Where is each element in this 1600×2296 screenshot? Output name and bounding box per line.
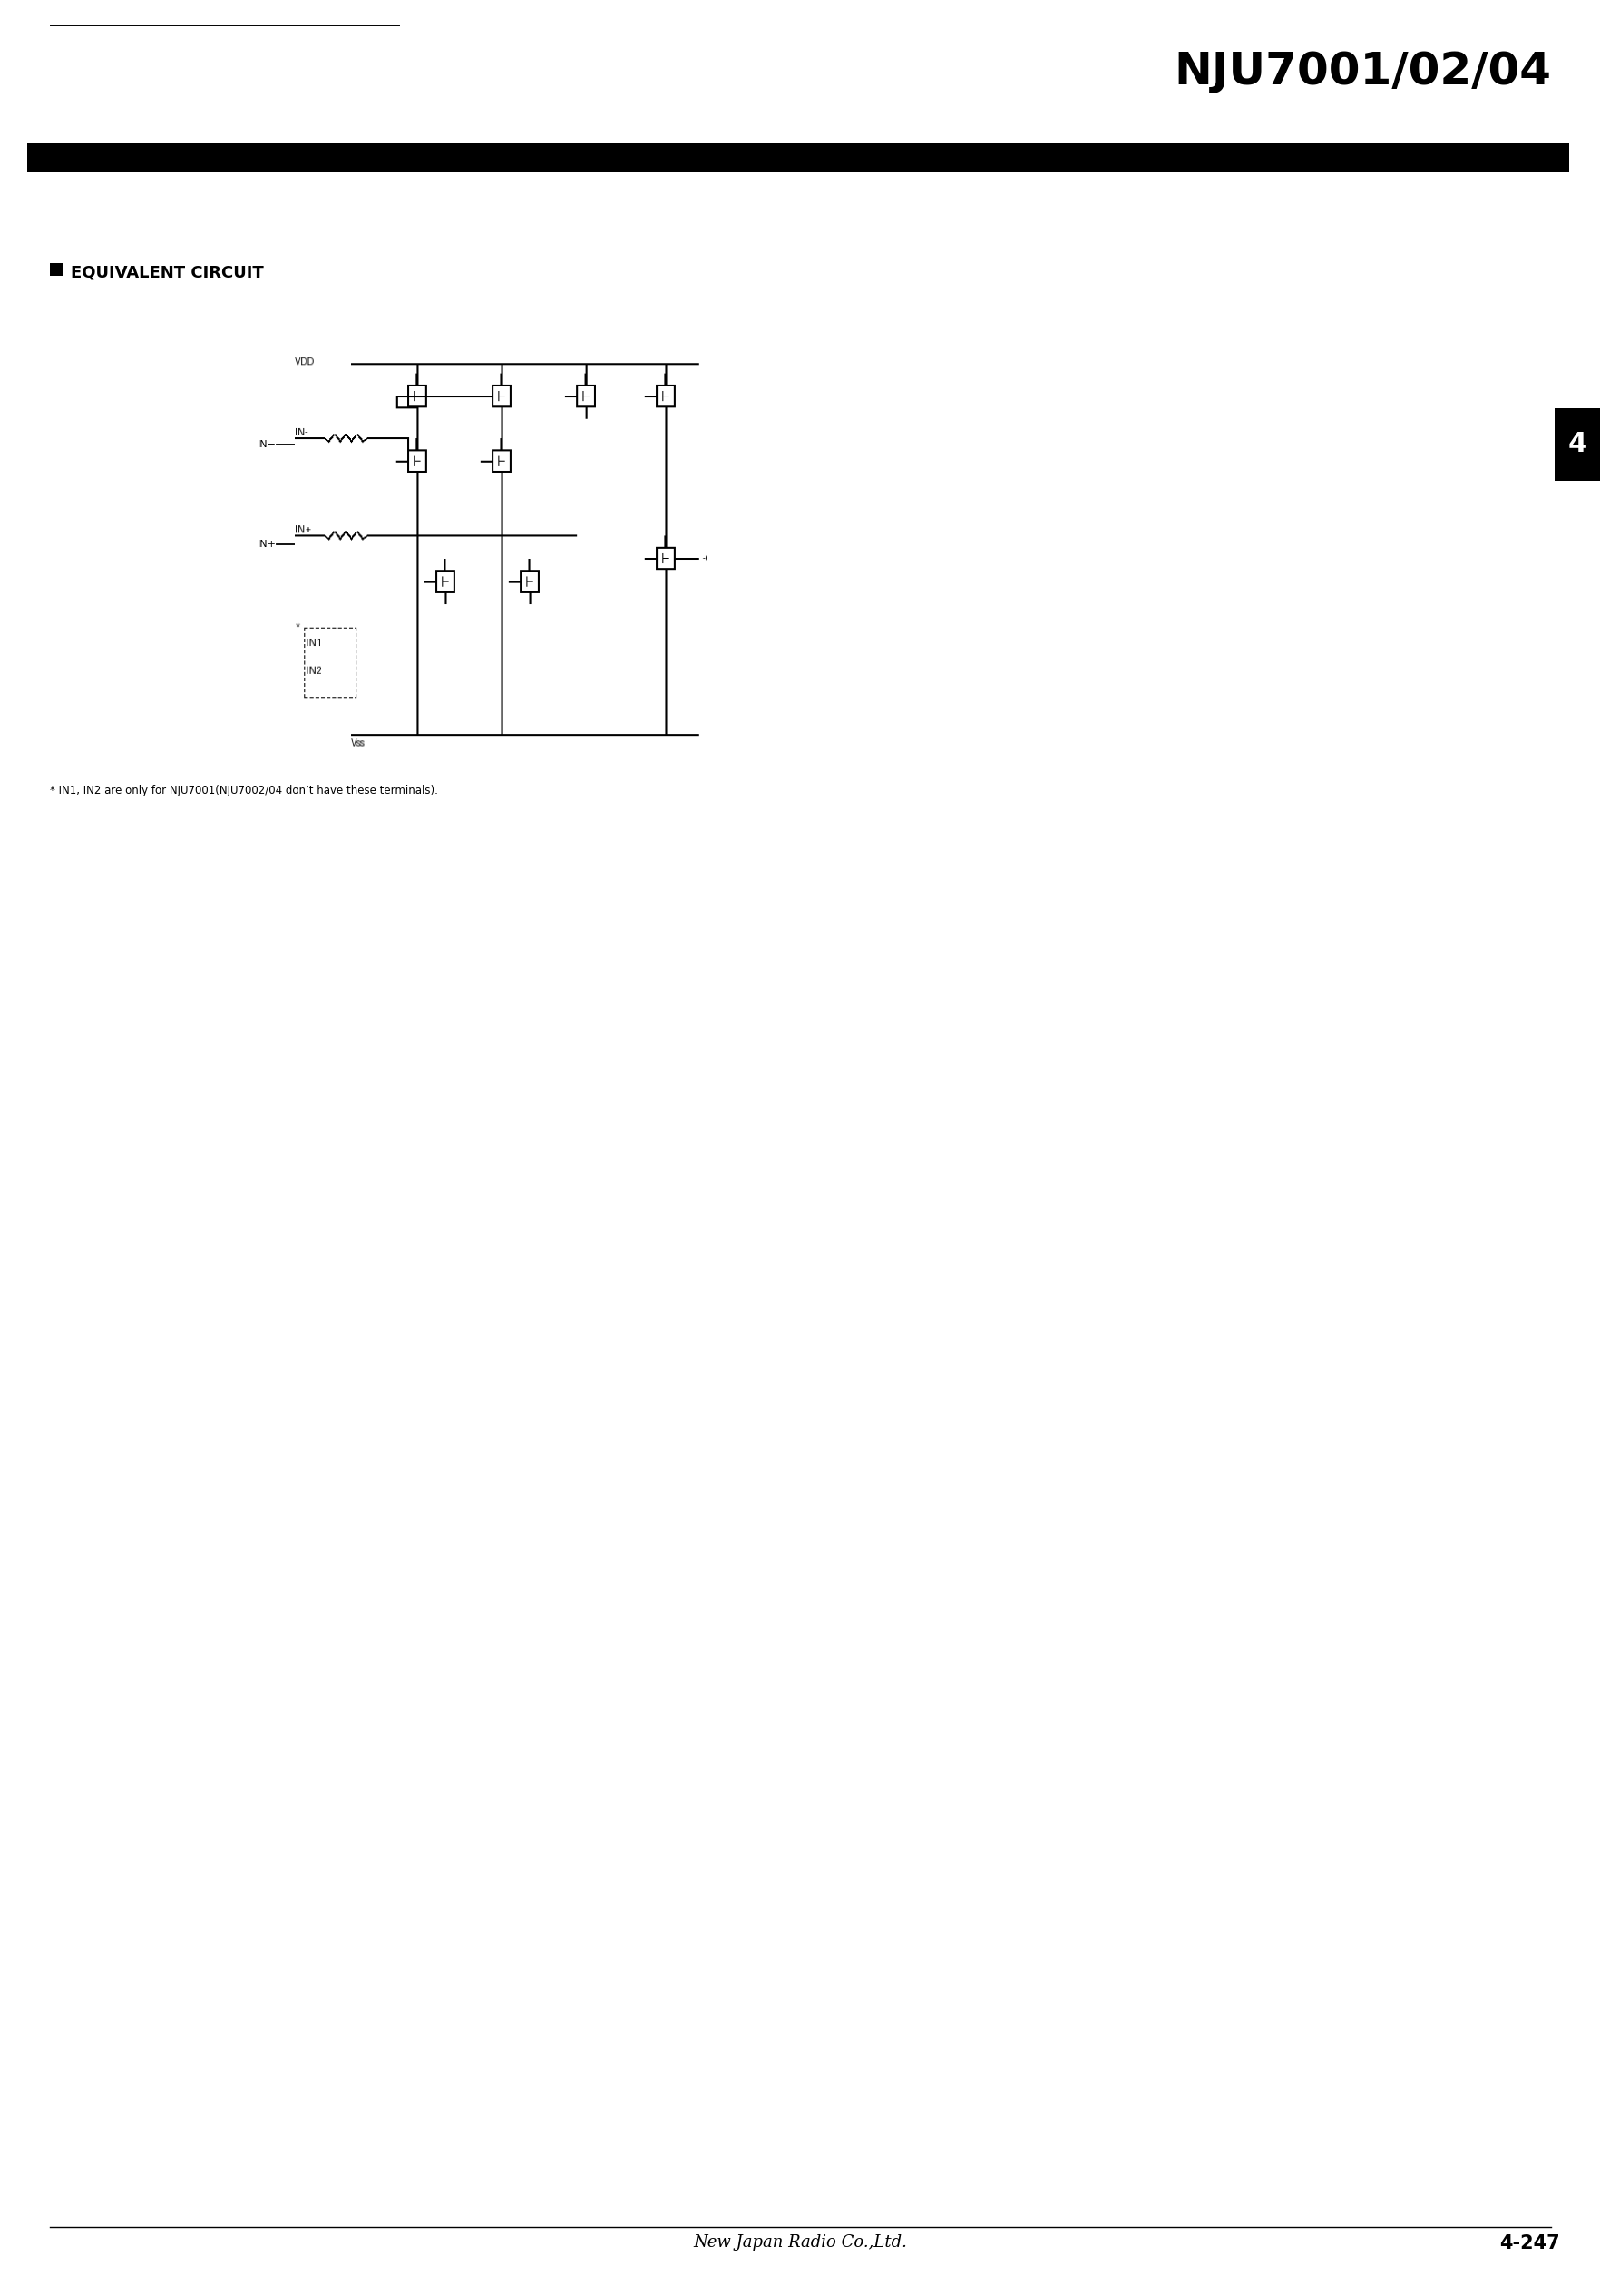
Text: V$_{SS}$: V$_{SS}$ xyxy=(296,737,314,751)
Text: IN+: IN+ xyxy=(258,540,277,549)
Text: EQUIVALENT CIRCUIT: EQUIVALENT CIRCUIT xyxy=(70,264,264,280)
Text: 4: 4 xyxy=(1568,432,1587,457)
Text: New Japan Radio Co.,Ltd.: New Japan Radio Co.,Ltd. xyxy=(693,2234,907,2250)
Bar xyxy=(1555,409,1600,480)
Text: IN−: IN− xyxy=(258,441,277,450)
Bar xyxy=(50,264,62,276)
Text: * IN1, IN2 are only for NJU7001(NJU7002/04 don’t have these terminals).: * IN1, IN2 are only for NJU7001(NJU7002/… xyxy=(50,785,438,797)
Text: NJU7001/02/04: NJU7001/02/04 xyxy=(1174,51,1550,94)
Text: V$_{DD}$: V$_{DD}$ xyxy=(294,365,314,379)
Bar xyxy=(27,142,1570,172)
Text: 4-247: 4-247 xyxy=(1499,2234,1560,2252)
